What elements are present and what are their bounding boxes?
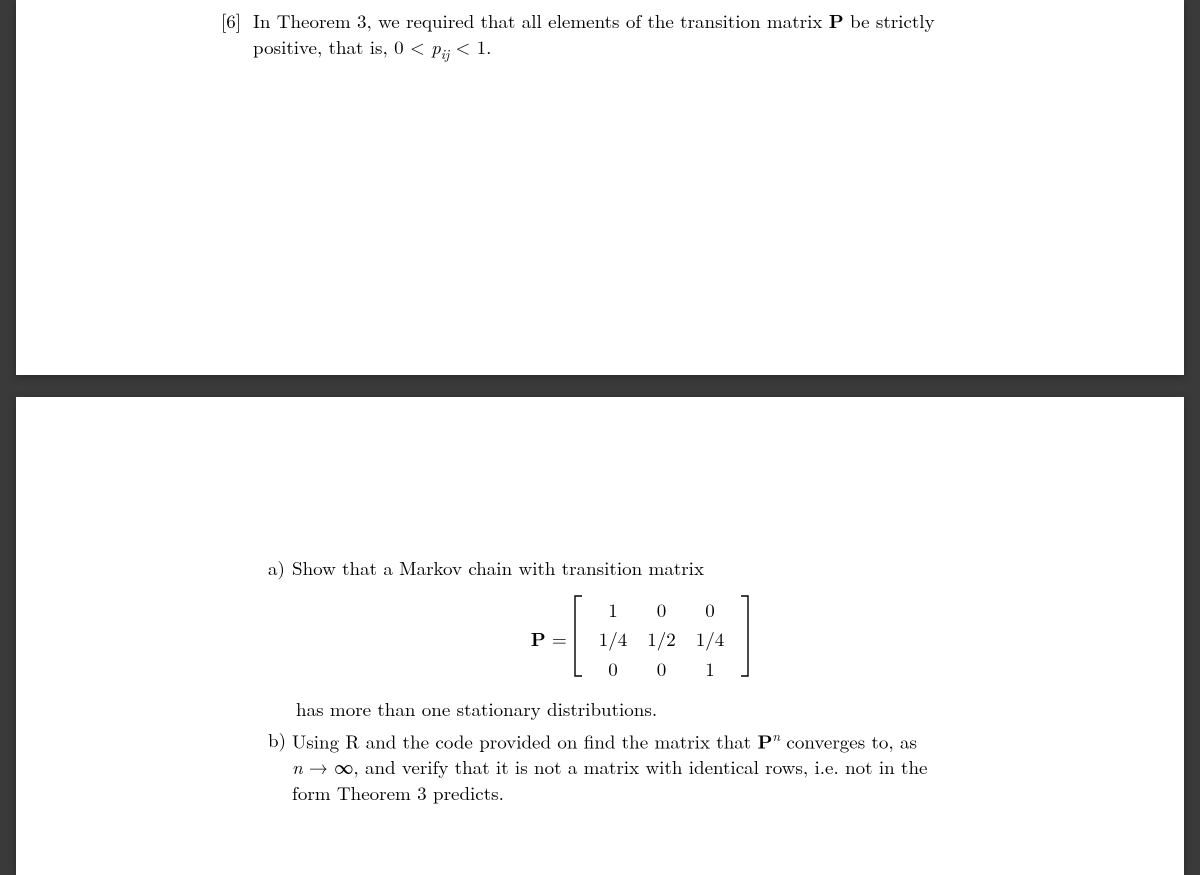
problem-number: [6] bbox=[221, 8, 249, 34]
matrix-row: 0 0 1 bbox=[589, 654, 735, 684]
matrix-table: 1 0 0 1/4 1/2 1/4 0 0 1 bbox=[589, 595, 735, 684]
part-a-after-text: has more than one stationary distributio… bbox=[296, 695, 657, 722]
matrix-cell: 0 bbox=[589, 654, 638, 684]
part-b-line3: form Theorem 3 predicts. bbox=[292, 779, 504, 806]
matrix-cell: 1/4 bbox=[589, 624, 638, 654]
arrow-icon: → bbox=[303, 753, 335, 780]
intro-text-2-post: < 1. bbox=[449, 33, 491, 60]
matrix-row: 1/4 1/2 1/4 bbox=[589, 624, 735, 654]
intro-text-1-end: be strictly bbox=[844, 7, 935, 34]
matrix-wrap: P = 1 0 0 1/4 1/2 1/4 bbox=[531, 595, 751, 684]
matrix-eq: = bbox=[546, 625, 567, 652]
problem-intro-body: In Theorem 3, we required that all eleme… bbox=[253, 8, 1003, 63]
matrix-lhs: P = bbox=[531, 626, 567, 652]
page-top: [6]In Theorem 3, we required that all el… bbox=[16, 0, 1184, 375]
matrix-display: P = 1 0 0 1/4 1/2 1/4 bbox=[268, 595, 1013, 684]
problem-6-intro: [6]In Theorem 3, we required that all el… bbox=[221, 8, 1011, 63]
matrix-right-bracket-icon bbox=[740, 595, 750, 683]
matrix-P: P bbox=[531, 624, 546, 652]
part-b-line1-pre: Using R and the code provided on find th… bbox=[292, 728, 757, 755]
part-a-text: Show that a Markov chain with transition… bbox=[292, 554, 704, 581]
matrix-P-symbol: P bbox=[829, 6, 844, 34]
Pn-P: P bbox=[757, 727, 772, 755]
matrix-cell: 1/4 bbox=[686, 624, 735, 654]
matrix-cell: 1 bbox=[589, 595, 638, 625]
pij-ij: ij bbox=[441, 43, 449, 62]
matrix-cell: 0 bbox=[686, 595, 735, 625]
part-b-label: b) bbox=[268, 727, 292, 753]
part-a: a)Show that a Markov chain with transiti… bbox=[268, 555, 1013, 581]
part-b-line1-post: converges to, as bbox=[780, 728, 917, 755]
page-bottom: a)Show that a Markov chain with transiti… bbox=[16, 397, 1184, 875]
part-b-line2-post: , and verify that it is not a matrix wit… bbox=[353, 753, 927, 780]
matrix-cell: 0 bbox=[637, 654, 686, 684]
part-a-body: Show that a Markov chain with transition… bbox=[292, 555, 1002, 581]
matrix-cell: 1 bbox=[686, 654, 735, 684]
parts-content: a)Show that a Markov chain with transiti… bbox=[268, 555, 1013, 805]
pij-p: p bbox=[431, 33, 441, 60]
matrix-cell: 0 bbox=[637, 595, 686, 625]
part-b-body: Using R and the code provided on find th… bbox=[292, 727, 1002, 805]
infinity-symbol: ∞ bbox=[334, 753, 353, 780]
Pn-n: n bbox=[772, 726, 780, 745]
matrix-row: 1 0 0 bbox=[589, 595, 735, 625]
part-a-after: has more than one stationary distributio… bbox=[296, 696, 1013, 722]
matrix-cell: 1/2 bbox=[637, 624, 686, 654]
intro-text-2-pre: positive, that is, 0 < bbox=[253, 33, 431, 60]
page-gap bbox=[0, 375, 1200, 397]
part-b-n: n bbox=[292, 753, 303, 780]
intro-text-1: In Theorem 3, we required that all eleme… bbox=[253, 7, 829, 34]
matrix-left-bracket-icon bbox=[573, 595, 583, 683]
part-a-label: a) bbox=[268, 555, 292, 581]
part-b: b)Using R and the code provided on find … bbox=[268, 727, 1013, 805]
